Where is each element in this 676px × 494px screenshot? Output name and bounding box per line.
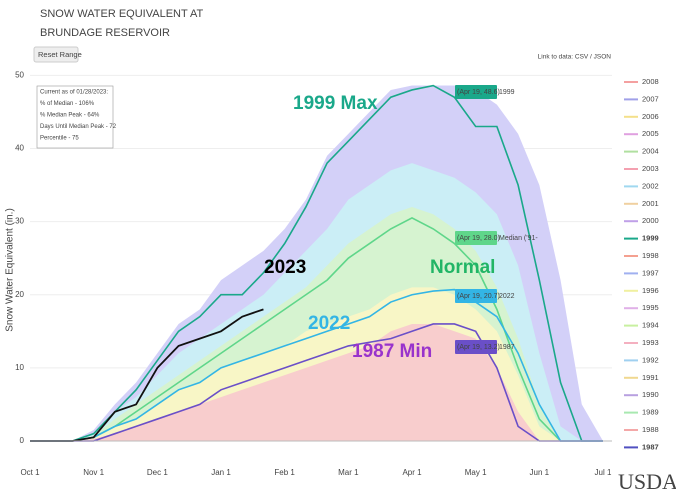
info-line: Current as of 01/28/2023:	[40, 90, 108, 96]
x-tick-label: Feb 1	[274, 468, 295, 477]
info-line: % Median Peak - 64%	[40, 113, 100, 119]
logo: USDA	[618, 469, 676, 494]
series-end-label: Median ('91-	[499, 235, 538, 242]
legend-label[interactable]: 1998	[642, 251, 659, 260]
legend-label[interactable]: 1996	[642, 286, 659, 295]
x-tick-label: Nov 1	[83, 468, 104, 477]
hover-tag-label: (Apr 19, 20.7)	[457, 293, 500, 300]
x-tick-label: Oct 1	[20, 468, 40, 477]
hover-tag	[455, 231, 497, 245]
chart-title: BRUNDAGE RESERVOIR	[40, 27, 170, 39]
legend-label[interactable]: 2005	[642, 129, 659, 138]
y-tick-label: 10	[15, 363, 24, 372]
legend-label[interactable]: 1989	[642, 408, 659, 417]
annotation: 1999 Max	[293, 93, 378, 114]
info-line: Days Until Median Peak - 72	[40, 124, 117, 130]
hover-tag	[455, 340, 497, 354]
legend-label[interactable]: 1991	[642, 373, 659, 382]
y-tick-label: 50	[15, 70, 24, 79]
legend-label[interactable]: 2004	[642, 147, 659, 156]
series-line	[30, 84, 603, 442]
info-line: % of Median - 106%	[40, 101, 95, 107]
hover-tag-label: (Apr 19, 13.2)	[457, 344, 500, 351]
x-tick-label: Jan 1	[211, 468, 231, 477]
hover-tag	[455, 289, 497, 303]
legend-label[interactable]: 1987	[642, 442, 659, 451]
annotation: 2023	[264, 257, 306, 278]
y-tick-label: 30	[15, 217, 24, 226]
hover-tag	[455, 85, 497, 99]
annotation: 2022	[308, 313, 350, 334]
series-end-label: 2022	[499, 293, 515, 300]
annotation: Normal	[430, 257, 495, 278]
series-end-label: 1999	[499, 89, 515, 96]
info-box	[36, 85, 114, 149]
info-line: Percentile - 75	[40, 136, 79, 142]
hover-tag-label: (Apr 19, 48.6)	[457, 89, 500, 96]
legend-label[interactable]: 1999	[642, 234, 659, 243]
legend-label[interactable]: 2001	[642, 199, 659, 208]
reset-button-label[interactable]: Reset Range	[38, 50, 82, 59]
series-line	[30, 323, 603, 442]
legend-label[interactable]: 2003	[642, 164, 659, 173]
y-tick-label: 20	[15, 290, 24, 299]
data-link[interactable]: Link to data: CSV / JSON	[538, 54, 612, 61]
legend-label[interactable]: 1993	[642, 338, 659, 347]
y-tick-label: 40	[15, 144, 24, 153]
chart-title: SNOW WATER EQUIVALENT AT	[40, 8, 203, 20]
y-tick-label: 0	[20, 436, 25, 445]
legend-label[interactable]: 2007	[642, 94, 659, 103]
legend-label[interactable]: 1997	[642, 268, 659, 277]
legend-label[interactable]: 2006	[642, 112, 659, 121]
x-tick-label: Apr 1	[402, 468, 422, 477]
series-line	[30, 217, 603, 442]
legend-label[interactable]: 1995	[642, 303, 659, 312]
x-tick-label: Jun 1	[530, 468, 550, 477]
legend-label[interactable]: 1992	[642, 355, 659, 364]
legend-label[interactable]: 1988	[642, 425, 659, 434]
x-tick-label: Dec 1	[147, 468, 168, 477]
reset-button[interactable]	[33, 46, 79, 63]
annotation: 1987 Min	[352, 341, 432, 362]
y-axis-label: Snow Water Equivalent (in.)	[5, 208, 16, 332]
legend-label[interactable]: 2008	[642, 77, 659, 86]
hover-tag-label: (Apr 19, 28.0)	[457, 235, 500, 242]
series-line	[30, 288, 603, 442]
legend-label[interactable]: 1990	[642, 390, 659, 399]
x-tick-label: Mar 1	[338, 468, 359, 477]
x-tick-label: Jul 1	[595, 468, 612, 477]
legend-label[interactable]: 1994	[642, 321, 659, 330]
legend-label[interactable]: 2000	[642, 216, 659, 225]
series-end-label: 1987	[499, 344, 515, 351]
x-tick-label: May 1	[465, 468, 487, 477]
legend-label[interactable]: 2002	[642, 181, 659, 190]
